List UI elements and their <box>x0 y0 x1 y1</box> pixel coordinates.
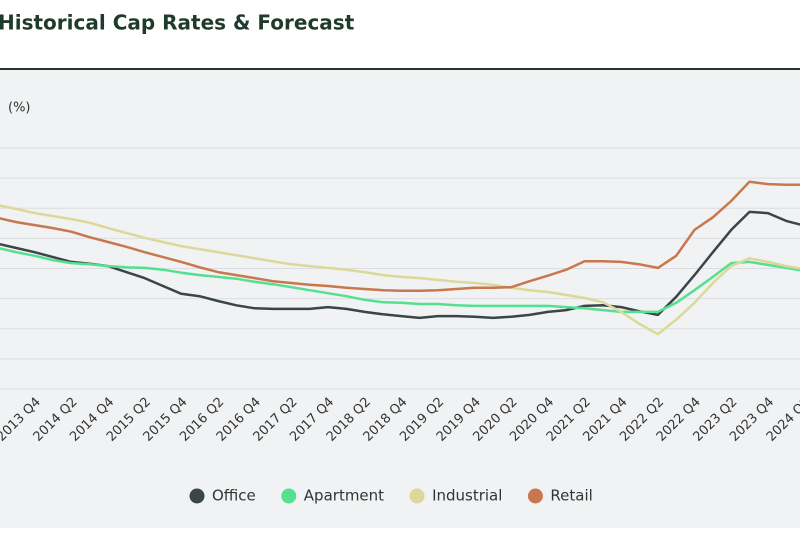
legend-marker <box>281 488 297 504</box>
series-line <box>0 247 800 314</box>
legend-marker <box>409 488 425 504</box>
legend-label: Office <box>212 487 256 505</box>
legend-label: Industrial <box>432 487 502 505</box>
chart-title: Historical Cap Rates & Forecast <box>0 11 355 35</box>
legend-label: Retail <box>550 487 592 505</box>
legend-marker <box>527 488 543 504</box>
legend: Office Apartment Industrial Retail <box>189 487 593 505</box>
legend-marker <box>189 488 205 504</box>
series-line <box>0 204 800 336</box>
series-line <box>0 180 800 293</box>
series-line <box>0 210 800 320</box>
legend-label: Apartment <box>304 487 384 505</box>
y-axis-label: (%) <box>8 101 31 116</box>
